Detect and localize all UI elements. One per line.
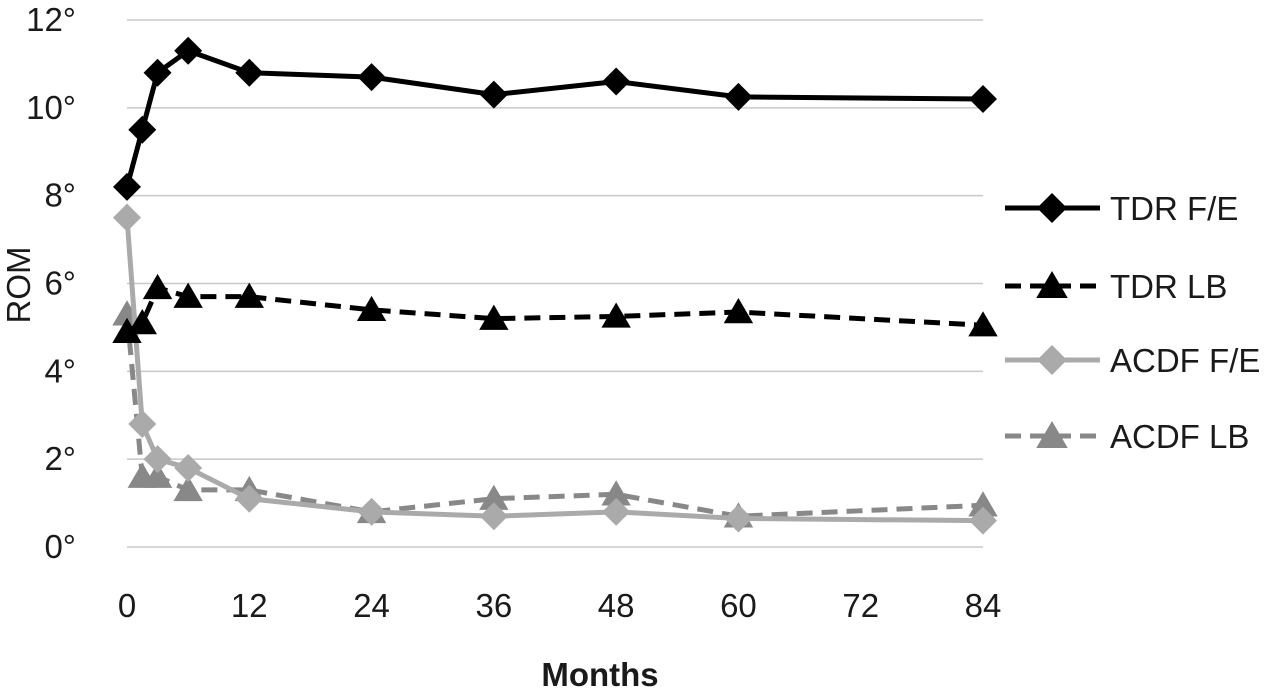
triangle-marker <box>234 282 264 308</box>
series-line <box>125 285 984 334</box>
legend-label: TDR LB <box>1110 268 1227 305</box>
diamond-marker <box>724 504 753 533</box>
series-tdr-lb <box>112 273 998 344</box>
x-tick-label: 0 <box>118 587 136 624</box>
triangle-marker <box>173 282 203 308</box>
triangle-marker <box>173 475 203 502</box>
y-tick-label: 8° <box>44 177 76 214</box>
diamond-marker <box>113 203 141 232</box>
y-tick-label: 4° <box>44 352 76 389</box>
triangle-marker <box>479 304 509 330</box>
diamond-marker <box>128 115 157 144</box>
series-layer <box>112 36 998 535</box>
x-tick-label: 84 <box>965 587 1002 624</box>
y-tick-label: 0° <box>44 528 76 565</box>
gridlines <box>127 19 983 548</box>
diamond-marker <box>969 506 997 535</box>
diamond-marker <box>479 80 508 109</box>
diamond-marker <box>1037 193 1067 223</box>
diamond-marker <box>143 445 172 474</box>
diamond-marker <box>602 67 631 96</box>
diamond-marker <box>174 453 203 482</box>
diamond-marker <box>724 82 753 111</box>
diamond-marker <box>602 497 631 526</box>
triangle-marker <box>1036 421 1068 448</box>
diamond-marker <box>174 36 203 65</box>
legend-entry: TDR F/E <box>1005 190 1238 227</box>
series-tdr-f-e <box>113 36 997 201</box>
triangle-marker <box>968 491 998 517</box>
series-line <box>124 48 984 188</box>
legend-label: ACDF LB <box>1110 418 1249 455</box>
legend-label: TDR F/E <box>1110 190 1238 227</box>
diamond-marker <box>357 497 386 526</box>
y-tick-label: 10° <box>26 89 76 126</box>
x-tick-label: 48 <box>598 587 635 624</box>
triangle-marker <box>127 309 157 335</box>
diamond-marker <box>143 58 172 87</box>
diamond-marker <box>969 85 997 114</box>
x-tick-label: 36 <box>475 587 512 624</box>
y-tick-label: 2° <box>44 440 76 477</box>
diamond-marker <box>235 484 264 513</box>
diamond-marker <box>357 63 386 92</box>
diamond-marker <box>235 58 264 87</box>
series-line <box>124 314 984 519</box>
triangle-marker <box>479 484 509 510</box>
triangle-marker <box>723 298 754 324</box>
y-tick-label: 12° <box>26 1 76 38</box>
series-line <box>124 217 984 524</box>
y-tick-label: 6° <box>44 265 76 302</box>
triangle-marker <box>142 273 173 300</box>
triangle-marker <box>142 462 173 488</box>
x-tick-label: 24 <box>353 587 390 624</box>
x-tick-label: 12 <box>231 587 268 624</box>
triangle-marker <box>601 480 631 506</box>
x-tick-label: 72 <box>842 587 879 624</box>
x-tick-label: 60 <box>720 587 757 624</box>
legend-entry: TDR LB <box>1005 268 1227 305</box>
series-acdf-f-e <box>113 203 997 535</box>
y-axis-ticks: 0° 2° 4° 6° 8° 10° 12° <box>26 1 76 565</box>
x-axis-title: Months <box>541 656 658 692</box>
triangle-marker <box>356 295 387 322</box>
legend-label: ACDF F/E <box>1110 342 1260 379</box>
legend-entry: ACDF F/E <box>1005 342 1260 379</box>
diamond-marker <box>1037 345 1067 375</box>
triangle-marker <box>968 311 998 337</box>
legend-entry: ACDF LB <box>1005 418 1249 455</box>
legend: TDR F/E TDR LB ACDF F/E ACDF LB <box>1005 190 1260 455</box>
x-axis-ticks: 0 12 24 36 48 60 72 84 <box>118 587 1002 624</box>
triangle-marker <box>112 317 142 344</box>
diamond-marker <box>113 172 141 201</box>
diamond-marker <box>128 410 157 439</box>
diamond-marker <box>479 502 508 531</box>
triangle-marker <box>1036 271 1068 298</box>
y-axis-title: ROM <box>0 247 37 324</box>
triangle-marker <box>601 302 631 328</box>
